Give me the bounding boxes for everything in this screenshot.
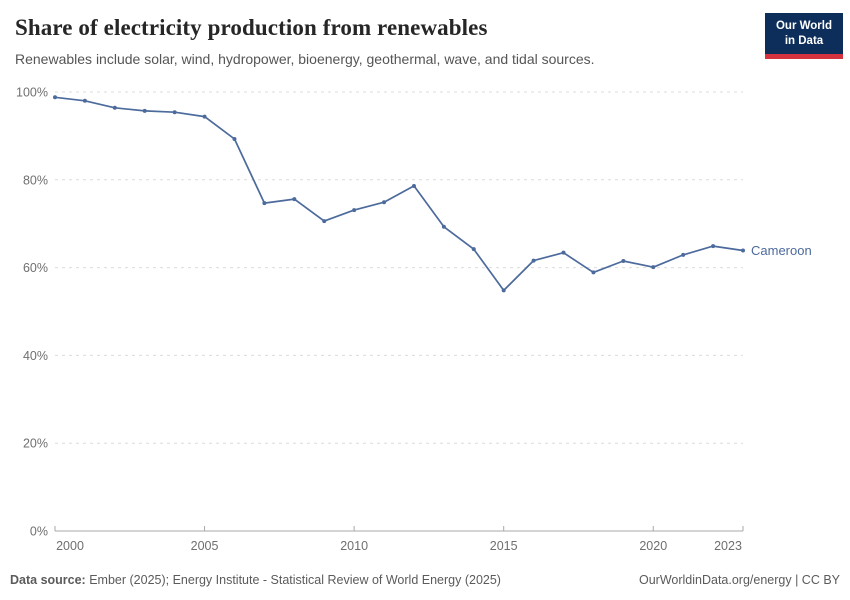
data-point-Cameroon-2018 [591,270,596,275]
data-point-Cameroon-2005 [202,114,207,119]
x-tick-label-2015: 2015 [490,539,518,553]
data-point-Cameroon-2015 [501,288,506,293]
line-chart[interactable]: 0% 20% 40% 60% 80% 100% 2000 2005 2010 2015 2020 20… [0,78,850,560]
chart-header: Share of electricity production from ren… [15,14,740,68]
data-point-Cameroon-2014 [471,247,476,252]
data-point-Cameroon-2007 [262,201,267,206]
data-point-Cameroon-2001 [82,98,87,103]
data-point-Cameroon-2004 [172,110,177,115]
data-point-Cameroon-2000 [53,95,57,100]
y-tick-label-60%: 60% [23,261,48,275]
data-point-Cameroon-2023 [741,248,745,253]
data-point-Cameroon-2009 [322,219,327,224]
y-tick-label-0%: 0% [30,525,48,539]
x-tick-label-2000: 2000 [56,539,84,553]
data-point-Cameroon-2022 [711,244,716,249]
owid-logo-line1: Our World [775,20,832,32]
x-tick-label-2005: 2005 [191,539,219,553]
data-point-Cameroon-2019 [621,259,626,264]
plot-area[interactable]: 0% 20% 40% 60% 80% 100% 2000 2005 2010 2015 2020 20… [0,78,850,560]
chart-footer: Data source: Ember (2025); Energy Instit… [10,573,840,587]
chart-title: Share of electricity production from ren… [15,15,488,40]
data-source-note: Data source: Ember (2025); Energy Instit… [10,573,501,587]
y-tick-label-40%: 40% [23,349,48,363]
data-point-Cameroon-2021 [681,252,686,257]
data-point-Cameroon-2002 [112,105,117,110]
data-point-Cameroon-2020 [651,265,656,270]
owid-logo-line2: in Data [784,34,824,47]
data-point-Cameroon-2011 [382,200,387,205]
x-tick-label-2023: 2023 [714,539,742,553]
x-tick-label-2010: 2010 [340,539,368,553]
data-point-Cameroon-2016 [531,258,536,263]
data-point-Cameroon-2017 [561,250,566,255]
data-point-Cameroon-2013 [441,224,446,229]
data-source-label: Data source: [10,573,86,587]
owid-logo[interactable]: Our World in Data [765,13,843,59]
y-tick-label-100%: 100% [16,86,48,100]
license-note: OurWorldinData.org/energy | CC BY [638,573,840,587]
entity-label-Cameroon: Cameroon [751,243,812,258]
y-tick-label-20%: 20% [23,437,48,451]
data-point-Cameroon-2008 [292,197,297,202]
data-line-Cameroon [54,96,744,292]
data-point-Cameroon-2010 [352,208,357,213]
data-point-Cameroon-2012 [411,183,416,188]
y-tick-label-80%: 80% [23,173,48,187]
x-tick-label-2020: 2020 [639,539,667,553]
data-point-Cameroon-2003 [142,108,147,113]
chart-subtitle: Renewables include solar, wind, hydropow… [15,50,595,67]
data-point-Cameroon-2006 [232,136,237,141]
data-source-text: Ember (2025); Energy Institute - Statist… [85,573,501,587]
